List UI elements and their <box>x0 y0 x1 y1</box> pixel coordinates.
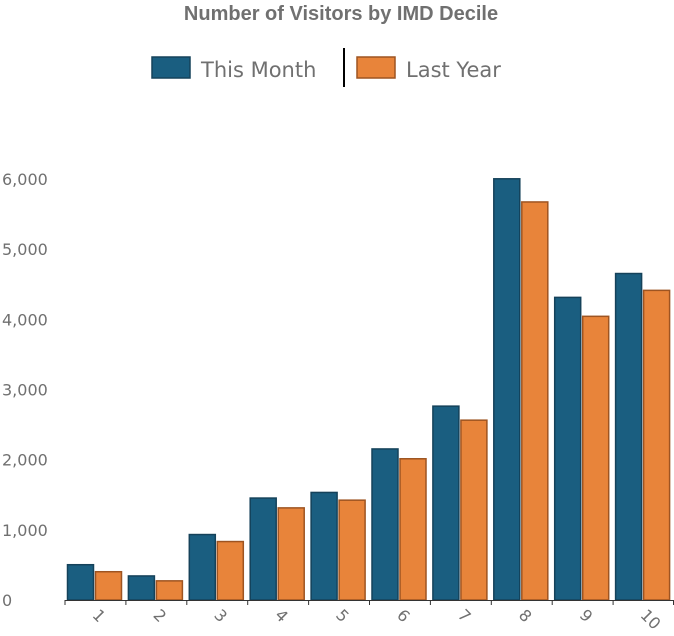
x-axis: 1 2 3 4 5 6 7 8 9 10 <box>64 600 674 633</box>
bar-last-year-9[interactable] <box>581 315 610 601</box>
legend-label-this-month: This Month <box>200 58 316 82</box>
legend-label-last-year: Last Year <box>406 58 501 82</box>
legend-swatch-this-month <box>151 56 191 79</box>
y-tick-label: 6,000 <box>2 170 48 189</box>
x-tick-label: 2 <box>150 605 171 626</box>
bar-this-month-8[interactable] <box>493 178 521 601</box>
bar-this-month-5[interactable] <box>310 491 338 601</box>
y-tick-label: 4,000 <box>2 310 48 329</box>
bar-this-month-4[interactable] <box>249 497 277 601</box>
bar-this-month-9[interactable] <box>553 296 582 601</box>
bar-last-year-10[interactable] <box>642 289 671 601</box>
x-tick-label: 5 <box>332 605 353 626</box>
chart-legend: This Month Last Year <box>151 48 501 87</box>
x-tick-label: 6 <box>393 605 414 626</box>
bar-this-month-6[interactable] <box>371 448 399 601</box>
bar-last-year-7[interactable] <box>460 419 488 601</box>
bar-last-year-3[interactable] <box>216 540 245 601</box>
bar-this-month-2[interactable] <box>127 575 156 601</box>
bars-group <box>66 178 671 601</box>
bar-last-year-8[interactable] <box>521 201 549 601</box>
bar-last-year-4[interactable] <box>277 507 305 601</box>
x-tick-label: 7 <box>454 605 475 626</box>
bar-this-month-10[interactable] <box>614 272 643 601</box>
y-tick-label: 3,000 <box>2 381 48 400</box>
x-tick-label: 4 <box>271 605 292 626</box>
bar-last-year-2[interactable] <box>155 580 184 601</box>
bar-last-year-5[interactable] <box>338 499 366 601</box>
y-tick-label: 5,000 <box>2 240 48 259</box>
bar-last-year-6[interactable] <box>399 458 427 601</box>
bar-this-month-7[interactable] <box>432 405 460 601</box>
x-tick-label: 1 <box>89 605 110 626</box>
x-tick-label: 3 <box>210 605 231 626</box>
legend-swatch-last-year <box>356 56 396 79</box>
y-tick-label: 2,000 <box>2 451 48 470</box>
x-tick-label: 10 <box>637 605 665 633</box>
bar-last-year-1[interactable] <box>94 570 123 601</box>
chart-title: Number of Visitors by IMD Decile <box>183 3 499 25</box>
bar-this-month-1[interactable] <box>66 563 95 601</box>
x-tick-label: 9 <box>576 605 597 626</box>
y-axis: 0 1,000 2,000 3,000 4,000 5,000 6,000 <box>2 170 48 610</box>
bar-this-month-3[interactable] <box>188 533 217 601</box>
x-tick-label: 8 <box>515 605 536 626</box>
y-tick-label: 0 <box>2 591 12 610</box>
y-tick-label: 1,000 <box>2 521 48 540</box>
